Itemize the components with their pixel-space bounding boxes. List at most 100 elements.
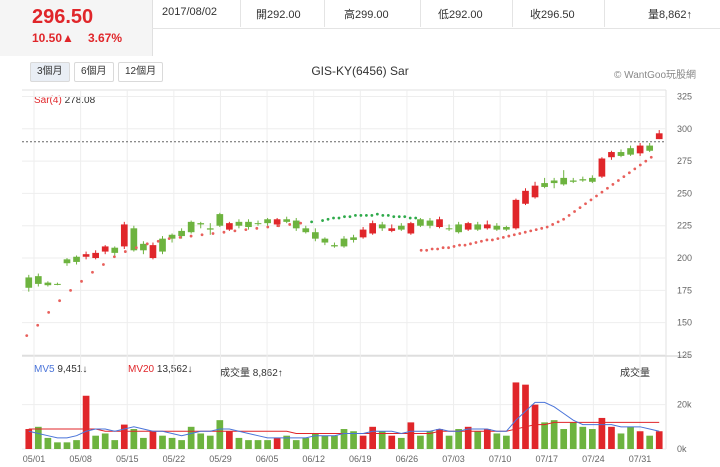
sar-dot (364, 213, 368, 217)
volume-bar (140, 437, 147, 449)
volume-bar (636, 431, 644, 449)
candle-body (312, 232, 319, 239)
volume-bar (302, 437, 310, 449)
x-tick-label: 05/29 (209, 454, 232, 464)
mv5-legend-value: 9,451↓ (57, 364, 88, 375)
candle-body (503, 227, 510, 230)
volume-legend-value: 8,862↑ (252, 368, 283, 379)
candle-body (178, 230, 185, 237)
candle-body (617, 152, 625, 156)
sar-dot (430, 247, 434, 251)
volume-bar (579, 426, 587, 449)
sar-dot (326, 217, 330, 221)
sar-dot (534, 228, 538, 232)
range-6m-button[interactable]: 6個月 (74, 62, 114, 82)
open-price: 開292.00 (256, 9, 301, 21)
y-tick-label: 200 (677, 253, 692, 263)
sar-dot (178, 235, 182, 239)
high-price: 高299.00 (344, 9, 389, 21)
volume-bar (159, 435, 166, 449)
sar-legend-value: 278.08 (64, 95, 96, 106)
sar-dot (370, 213, 374, 217)
candle-body (254, 223, 262, 225)
sar-dot (589, 198, 593, 202)
candle-body (54, 283, 61, 285)
volume-bar (560, 429, 568, 449)
candle-body (111, 247, 119, 253)
sar-dot (58, 299, 62, 303)
candle-body (340, 238, 348, 247)
sar-dot (545, 225, 549, 229)
volume-bar (92, 435, 99, 449)
sar-dot (649, 155, 653, 159)
volume-bar (226, 431, 233, 449)
sar-dot (584, 202, 587, 206)
mv20-legend: MV20 13,562↓ (128, 364, 193, 375)
x-tick-label: 07/17 (536, 454, 559, 464)
divider (512, 0, 513, 27)
sar-dot (551, 223, 555, 226)
x-tick-label: 05/01 (23, 454, 46, 464)
candle-body (101, 246, 109, 252)
range-3m-button[interactable]: 3個月 (30, 62, 70, 82)
candle-body (569, 180, 577, 182)
sar-dot (359, 213, 363, 217)
volume-bar (111, 440, 119, 449)
volume-bar (598, 417, 606, 449)
sar-dot (447, 246, 450, 250)
candle-body (331, 245, 338, 247)
candle-body (44, 282, 52, 286)
trade-date: 2017/08/02 (162, 6, 218, 18)
volume-bar (359, 435, 367, 449)
candle-body (636, 145, 644, 154)
volume-bar (264, 440, 271, 449)
volume-bar (292, 440, 300, 449)
sar-dot (425, 248, 429, 252)
volume-bar (283, 435, 291, 449)
sar-dot (288, 223, 292, 226)
sar-dot (523, 230, 527, 234)
sar-dot (200, 233, 204, 237)
volume-bar (531, 404, 539, 449)
volume-bar (178, 440, 185, 449)
range-12m-button[interactable]: 12個月 (118, 62, 164, 82)
sar-dot (403, 215, 407, 219)
volume-bar (82, 395, 90, 449)
y-tick-label: 175 (677, 285, 692, 295)
volume-panel-label: 成交量 (620, 368, 650, 379)
candle-body (627, 148, 634, 155)
volume-bar (464, 426, 472, 449)
sar-dot (529, 229, 533, 233)
volume-bar (512, 382, 520, 449)
volume-bar (445, 435, 453, 449)
sar-dot (540, 226, 544, 230)
y-tick-label: 225 (677, 221, 692, 231)
mv20-legend-key: MV20 (128, 364, 155, 375)
wantgoo-credit: © WantGoo玩股網 (614, 70, 697, 81)
x-tick-label: 07/31 (629, 454, 652, 464)
volume-bar (388, 435, 396, 449)
candle-body (407, 223, 415, 234)
divider (324, 0, 325, 27)
sar-dot (156, 239, 160, 243)
candle-body (63, 259, 71, 264)
sar-dot (354, 213, 357, 217)
volume-bar (25, 429, 33, 449)
candle-body (187, 221, 195, 233)
candle-body (25, 277, 33, 288)
candle-body (34, 276, 42, 284)
volume-bar (216, 420, 224, 449)
candle-body (512, 199, 520, 229)
sar-dot (299, 221, 303, 225)
volume-bar (254, 440, 262, 449)
candle-body (120, 224, 128, 247)
candle-body (483, 224, 491, 229)
mv5-line (28, 401, 660, 439)
volume-bar (436, 429, 443, 449)
volume-bar (646, 435, 654, 449)
volume-bar (493, 433, 501, 449)
volume-bar (483, 429, 491, 449)
low-price: 低292.00 (438, 9, 483, 21)
candle-body (130, 228, 138, 251)
volume-legend: 成交量 8,862↑ (220, 364, 283, 379)
